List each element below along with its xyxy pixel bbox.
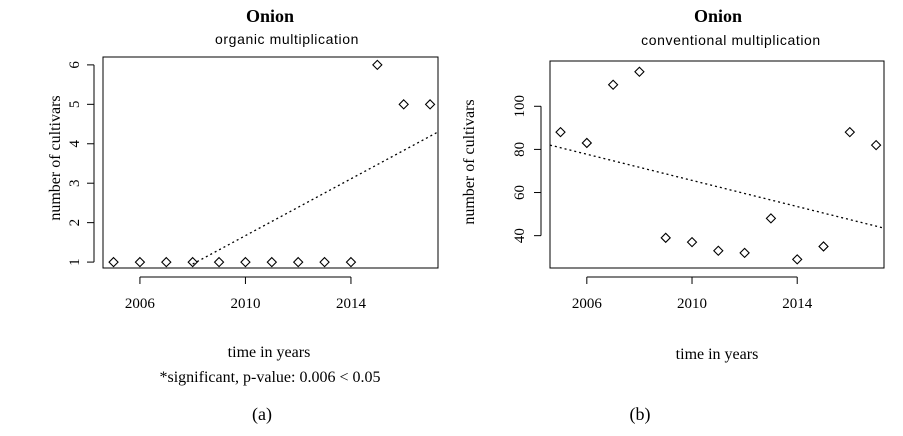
data-point [791, 254, 803, 265]
x-axis-label: time in years [676, 346, 759, 363]
data-point [345, 256, 357, 268]
trend-line [192, 131, 439, 265]
x-tick-label: 2010 [230, 296, 260, 312]
data-point [240, 256, 251, 268]
y-tick-label: 6 [67, 61, 83, 69]
y-axis-label: number of cultivars [47, 95, 64, 220]
y-tick-label: 60 [512, 185, 528, 200]
chart-title: Onion [246, 6, 294, 26]
y-tick-label: 80 [512, 142, 528, 157]
data-point [398, 99, 409, 110]
data-point [765, 213, 777, 224]
chart-subtitle: organic multiplication [215, 31, 359, 47]
data-point [134, 256, 146, 268]
y-tick-label: 3 [67, 179, 83, 187]
panel-caption: (a) [252, 404, 272, 425]
data-point [161, 256, 172, 268]
axes: 2006 2010 2014 1 2 3 4 5 6 [67, 61, 366, 312]
data-point [739, 247, 750, 259]
y-tick-label: 100 [512, 95, 528, 118]
data-point [292, 256, 304, 268]
data-point [607, 79, 619, 90]
data-point [818, 241, 829, 252]
data-point [713, 245, 724, 257]
y-tick-label: 4 [67, 140, 83, 148]
x-tick-label: 2006 [125, 296, 156, 312]
data-point [870, 139, 882, 151]
plot-area-frame [102, 56, 439, 269]
y-tick-label: 40 [512, 228, 528, 243]
data-point [844, 126, 856, 138]
data-points [549, 66, 885, 265]
significance-note: *significant, p-value: 0.006 < 0.05 [160, 369, 381, 386]
chart-subtitle: conventional multiplication [641, 32, 821, 48]
panel-caption: (b) [630, 404, 651, 425]
panel-b: Onion conventional multiplication 2006 20… [461, 6, 885, 425]
data-point [266, 256, 278, 268]
trend-line [549, 144, 885, 229]
y-axis-label: number of cultivars [461, 99, 478, 224]
x-tick-label: 2014 [336, 296, 367, 312]
data-point [634, 66, 645, 78]
data-points [108, 59, 439, 268]
data-point [686, 236, 698, 248]
data-point [213, 256, 225, 268]
data-point [187, 256, 198, 268]
y-tick-label: 5 [67, 101, 83, 109]
y-tick-label: 2 [67, 219, 83, 227]
panel-a: Onion organic multiplication 2006 2010 201… [47, 6, 439, 425]
x-tick-label: 2006 [572, 296, 603, 312]
plot-area-frame [549, 60, 885, 269]
x-tick-label: 2010 [677, 296, 707, 312]
x-tick-label: 2014 [782, 296, 813, 312]
x-axis-label: time in years [228, 344, 311, 361]
data-point [319, 256, 330, 268]
data-point [108, 256, 119, 268]
data-point [424, 99, 436, 110]
data-point [660, 232, 671, 244]
data-point [555, 126, 566, 138]
y-tick-label: 1 [67, 258, 83, 266]
chart-title: Onion [694, 6, 742, 26]
data-point [581, 137, 593, 149]
data-point [372, 59, 383, 71]
axes: 2006 2010 2014 40 60 80 100 [512, 95, 813, 312]
